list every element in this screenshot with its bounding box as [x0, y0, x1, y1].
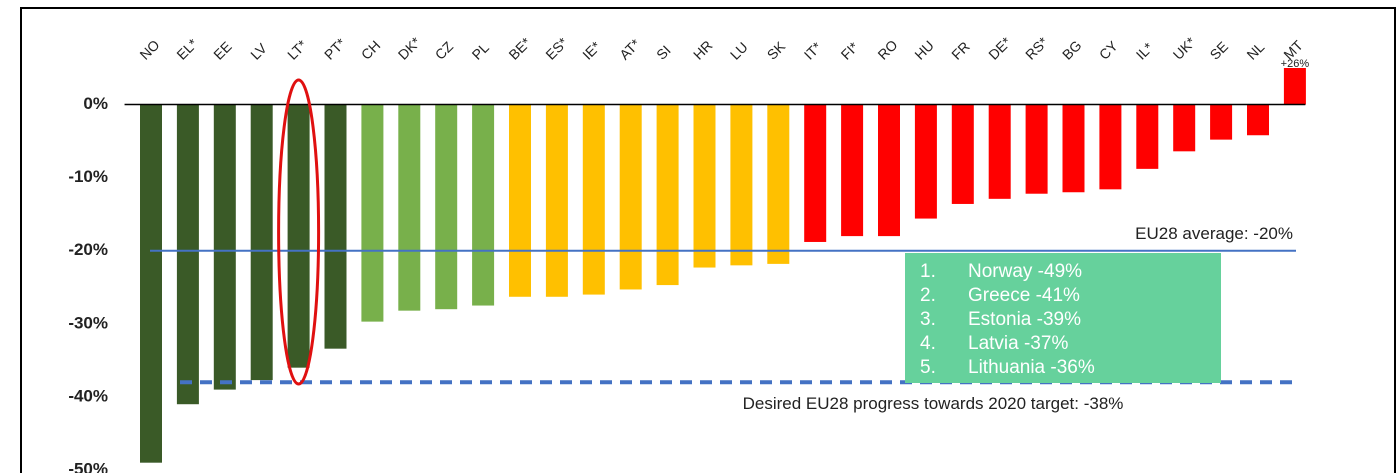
x-tick-label: IL*: [1133, 39, 1157, 63]
bar: [213, 104, 236, 390]
x-tick-label: DK*: [395, 33, 424, 62]
ranking-rank: 1.: [920, 261, 936, 282]
x-tick-label: FR: [948, 38, 973, 63]
bar: [1173, 104, 1196, 152]
bar: [1136, 104, 1159, 169]
highlight-ellipse: [277, 78, 321, 386]
x-tick-label: LV: [247, 40, 270, 63]
x-tick-label: PL: [469, 39, 493, 63]
x-tick-label: LU: [727, 39, 751, 63]
bar: [951, 104, 974, 204]
x-tick-label: RO: [874, 36, 900, 62]
bar: [619, 104, 642, 290]
x-tick-label: NO: [136, 36, 162, 62]
x-tick-label: CZ: [432, 38, 457, 63]
bar: [324, 104, 347, 349]
bar: [693, 104, 716, 268]
x-tick-label: CY: [1096, 37, 1122, 63]
x-tick-label: NL: [1243, 39, 1267, 63]
bar: [841, 104, 864, 237]
bar: [250, 104, 273, 381]
bar: [804, 104, 827, 242]
bar: [656, 104, 679, 286]
ranking-rank: 4.: [920, 333, 936, 354]
bar: [287, 104, 310, 368]
bar: [914, 104, 937, 219]
x-tick-label: UK*: [1170, 33, 1199, 62]
bar: [176, 104, 199, 405]
bar: [988, 104, 1011, 199]
x-tick-label: HR: [690, 37, 716, 63]
x-tick-label: IE*: [579, 38, 604, 63]
x-tick-label: FI*: [838, 38, 862, 62]
bar: [582, 104, 605, 295]
bar: [767, 104, 790, 264]
bar: [1283, 68, 1306, 105]
x-tick-label: DE*: [985, 33, 1014, 62]
x-tick-label: HU: [911, 37, 937, 63]
bar: [545, 104, 568, 297]
bar: [878, 104, 900, 237]
ranking-text: Latvia -37%: [968, 333, 1068, 354]
bar: [730, 104, 753, 266]
ranking-rank: 5.: [920, 357, 936, 378]
x-tick-label: PT*: [321, 35, 349, 63]
x-tick-label: SK: [764, 38, 789, 63]
x-tick-label: SE: [1207, 38, 1232, 63]
bar: [1062, 104, 1085, 193]
y-tick-label: -50%: [68, 459, 108, 473]
bar: [1210, 104, 1233, 140]
bar: [1099, 104, 1122, 190]
bars: [140, 68, 1306, 463]
ranking-rank: 2.: [920, 285, 936, 306]
value-label: +26%: [1281, 58, 1310, 70]
bar: [472, 104, 495, 306]
x-tick-label: LT*: [284, 36, 310, 62]
y-tick-label: -40%: [68, 386, 108, 405]
ranking-text: Lithuania -36%: [968, 357, 1095, 378]
bar: [1025, 104, 1048, 194]
x-tick-label: IT*: [801, 38, 825, 62]
reference-label: EU28 average: -20%: [1135, 224, 1293, 243]
y-tick-label: -10%: [68, 167, 108, 186]
x-tick-label: BE*: [505, 34, 534, 63]
x-tick-label: EE: [210, 38, 235, 63]
bar: [140, 104, 162, 463]
x-tick-label: EL*: [173, 35, 201, 63]
ranking-rank: 3.: [920, 309, 936, 330]
x-tick-label: BG: [1059, 37, 1085, 63]
bar: [509, 104, 531, 297]
x-tick-label: SI: [653, 42, 674, 63]
x-tick-label: RS*: [1022, 33, 1051, 62]
x-tick-label: CH: [358, 37, 384, 63]
ranking-text: Norway -49%: [968, 261, 1082, 282]
y-tick-label: -20%: [68, 240, 108, 259]
x-tick-label: ES*: [542, 34, 571, 63]
bar: [1247, 104, 1269, 136]
x-tick-label: AT*: [616, 35, 643, 62]
y-tick-label: 0%: [83, 94, 108, 113]
ranking-text: Greece -41%: [968, 285, 1080, 306]
bar: [361, 104, 384, 322]
ranking-text: Estonia -39%: [968, 309, 1081, 330]
frame: [20, 7, 1396, 473]
bar: [398, 104, 421, 311]
ranking-box: [905, 253, 1221, 383]
y-tick-label: -30%: [68, 313, 108, 332]
bar: [435, 104, 458, 310]
reference-label: Desired EU28 progress towards 2020 targe…: [743, 394, 1124, 413]
